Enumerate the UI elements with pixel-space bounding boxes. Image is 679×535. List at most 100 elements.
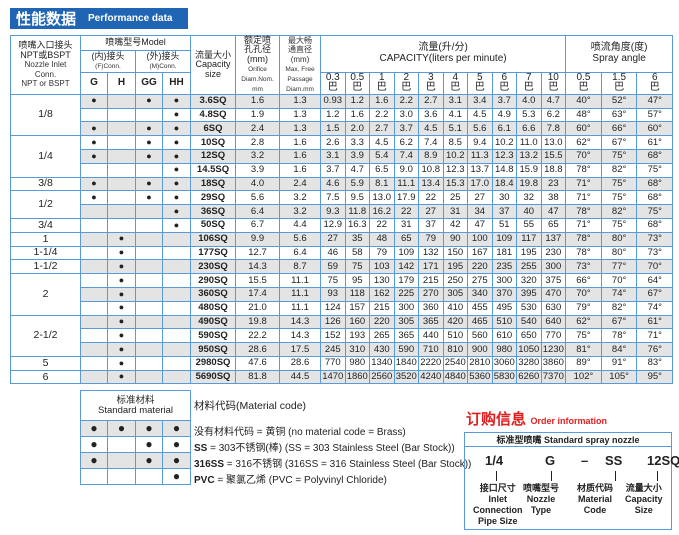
angle-cell: 61°	[636, 314, 674, 330]
capacity-value: 230	[545, 246, 562, 258]
capacity-value: 495	[496, 302, 513, 314]
angle-cell: 78°	[565, 162, 602, 178]
capacity-cell: 181	[491, 245, 518, 261]
capacity-size: 177SQ	[190, 245, 237, 261]
angle-value: 78°	[576, 246, 591, 258]
capacity-cell: 3.9	[344, 148, 371, 164]
angle-cell: 84°	[600, 342, 638, 357]
angle-cell: 61°	[636, 135, 674, 150]
capacity-value: 305	[398, 315, 415, 327]
capacity-size: 230SQ	[190, 259, 237, 275]
dot-icon: ●	[118, 274, 125, 285]
type-label: G	[90, 77, 98, 88]
dot-icon: ●	[173, 219, 180, 230]
dot-icon: ●	[91, 150, 97, 161]
angle-cell: 73°	[636, 231, 674, 247]
capacity-value: 22	[400, 205, 412, 217]
material-code-line: SS = 303不锈钢(棒) (SS = 303 Stainless Steel…	[194, 439, 455, 454]
angle-value: 68°	[647, 150, 662, 162]
angle-cell: 67°	[600, 135, 638, 150]
dot-icon: ●	[173, 192, 180, 202]
capacity-cell: 540	[516, 314, 542, 330]
pressure-unit: 巴	[450, 82, 461, 94]
angle-value: 91°	[611, 357, 627, 369]
angle-cell: 67°	[600, 314, 638, 330]
capacity-value: 12.9	[323, 219, 343, 231]
header-text: 流量(升/分)	[418, 42, 468, 54]
capacity-value: 3.7	[399, 122, 413, 134]
angle-cell: 71°	[636, 328, 674, 344]
capacity-cell: 530	[516, 300, 542, 316]
angle-cell: 76°	[636, 342, 674, 357]
orifice-diam: 21.0	[235, 300, 281, 316]
capacity-value: 6.5	[375, 164, 389, 176]
angle-value: 77°	[611, 260, 627, 272]
orifice-value: 12.7	[248, 246, 267, 258]
capacity-size: 106SQ	[190, 231, 237, 247]
capacity-value: 11.3	[470, 150, 489, 162]
capacity-value: 225	[398, 288, 415, 300]
capacity-value: 7.4	[424, 136, 438, 148]
material-code-title: 材料代码(Material code)	[194, 400, 307, 412]
connector-line	[496, 471, 497, 481]
angle-cell: 52°	[600, 93, 638, 109]
capacity-value: 195	[447, 260, 464, 272]
max-passage: 1.6	[279, 148, 322, 164]
capacity-value: 650	[520, 329, 537, 341]
material-cell: ●	[161, 468, 192, 485]
capacity-value: 23	[548, 177, 559, 189]
passage-value: 3.2	[293, 191, 307, 203]
material-cell: ●	[161, 420, 192, 437]
capacity-cell: 235	[491, 259, 518, 275]
material-code-line: 没有材料代码 = 黄铜 (no material code = Brass)	[194, 423, 406, 438]
capacity-cell: 455	[467, 300, 493, 316]
angle-value: 73°	[647, 233, 662, 245]
type-cell	[161, 300, 192, 316]
capacity-cell: 220	[467, 259, 493, 275]
angle-cell: 77°	[600, 259, 638, 275]
capacity-cell: 42	[442, 217, 469, 233]
type-cell: ●	[135, 176, 163, 192]
orifice-value: 2.4	[250, 122, 265, 134]
capacity-cell: 2.2	[393, 93, 420, 109]
capacity-cell: 2220	[418, 355, 444, 371]
capacity-cell: 4.0	[516, 93, 542, 109]
material-cell: ●	[161, 452, 192, 469]
capacity-cell: 100	[467, 231, 493, 247]
capacity-cell: 55	[516, 217, 542, 233]
header-angle-pressure: 0.5 巴	[565, 71, 602, 95]
orifice-value: 3.9	[250, 164, 265, 176]
angle-value: 74°	[647, 302, 662, 314]
capacity-value: 162	[373, 288, 390, 300]
type-cell	[107, 204, 136, 219]
angle-cell: 89°	[565, 355, 602, 371]
orifice-value: 5.6	[250, 191, 265, 203]
angle-cell: 82°	[600, 162, 638, 178]
type-cell: ●	[161, 93, 192, 109]
table-row: ● 480SQ 21.0 11.1 124 157 215 300 360 410 455 495 53…	[11, 300, 674, 316]
angle-cell: 71°	[565, 217, 602, 233]
angle-value: 71°	[576, 191, 591, 203]
capacity-cell: 5.1	[442, 121, 469, 137]
angle-value: 89°	[576, 357, 591, 369]
capacity-cell: 22	[418, 190, 444, 206]
capacity-value: 4.0	[522, 95, 536, 107]
capacity-cell: 440	[418, 328, 444, 344]
material-cell: ●	[80, 420, 108, 437]
angle-value: 66°	[576, 274, 591, 286]
capacity-cell: 4.9	[491, 107, 518, 123]
capacity-cell: 14.8	[491, 162, 518, 178]
capacity-cell: 2.0	[344, 121, 371, 137]
angle-value: 73°	[576, 260, 591, 272]
capacity-cell: 47	[540, 204, 567, 219]
capacity-size-value: 29SQ	[200, 191, 226, 203]
capacity-cell: 27	[418, 204, 444, 219]
order-code: 12SQ	[647, 453, 679, 468]
capacity-value: 560	[471, 329, 488, 341]
type-cell: ●	[80, 148, 108, 164]
capacity-cell: 9.5	[344, 190, 371, 206]
dot-icon: ●	[90, 437, 98, 452]
